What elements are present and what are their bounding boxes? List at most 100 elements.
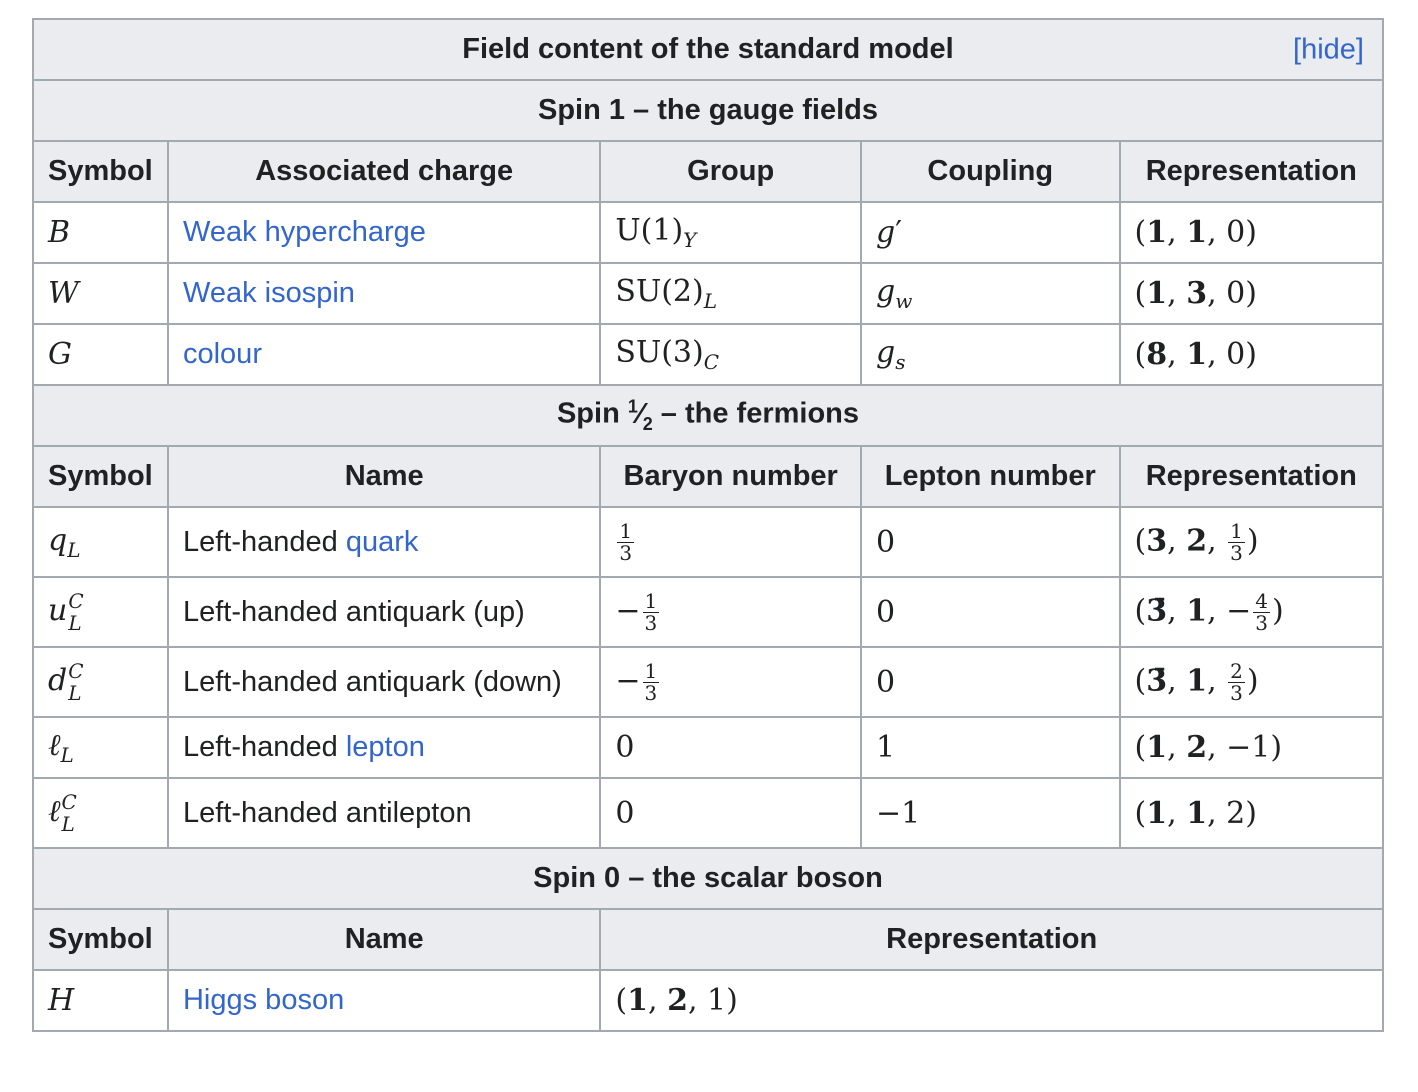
rep-su2: 1	[1186, 337, 1208, 372]
rep-hypercharge: 1	[707, 983, 727, 1018]
gauge-header-charge: Associated charge	[166, 140, 602, 203]
fermion-name: Left-handed antiquark (down)	[166, 646, 602, 718]
table-title: Field content of the standard model	[462, 33, 954, 65]
scalar-header-representation: Representation	[599, 908, 1384, 971]
symbol-subscript: L	[68, 611, 82, 635]
rep-su3: 1	[627, 983, 648, 1018]
fermion-name: Left-handed quark	[166, 506, 602, 578]
gauge-representation: (1, 1, 0)	[1118, 201, 1385, 264]
rep-su2: 1	[1186, 593, 1208, 628]
table-title-cell: Field content of the standard model [hid…	[32, 18, 1384, 81]
fermion-lepton: 0	[859, 506, 1121, 578]
weak-isospin-link[interactable]: Weak isospin	[182, 277, 355, 309]
gauge-header-symbol: Symbol	[32, 140, 169, 203]
sign: −	[615, 663, 641, 698]
rep-hypercharge: 2	[1226, 795, 1246, 831]
rep-su3: 1	[1146, 795, 1168, 831]
gauge-group: SU(3)C	[599, 323, 862, 386]
group-base: SU(2)	[615, 274, 704, 309]
frac-den: 3	[1255, 610, 1269, 635]
table-row: G colour SU(3)C gs (8, 1, 0)	[32, 323, 1385, 386]
rep-su2: 1	[1186, 663, 1208, 698]
section-gauge-title: Spin 1 – the gauge fields	[32, 79, 1384, 142]
fermion-baryon: −1 3	[599, 576, 862, 648]
gauge-group: U(1)Y	[599, 201, 862, 264]
frac-num: 1	[627, 396, 638, 417]
name-prefix: Left-handed	[182, 525, 346, 558]
gauge-charge: colour	[166, 323, 602, 386]
symbol-subscript: L	[68, 681, 82, 705]
group-subscript: Y	[683, 228, 697, 252]
fermion-header-symbol: Symbol	[32, 445, 169, 508]
frac-den: 3	[1230, 540, 1243, 565]
group-base: SU(3)	[615, 335, 704, 370]
symbol-subscript: L	[61, 812, 75, 836]
fermion-representation: (1, 1, 2)	[1118, 777, 1385, 849]
symbol-base: ℓ	[48, 794, 61, 829]
fermion-lepton: −1	[859, 777, 1121, 849]
coupling-subscript: w	[895, 289, 913, 313]
rep-su3: 1	[1146, 215, 1168, 250]
scalar-name: Higgs boson	[166, 969, 602, 1032]
coupling-base: g	[875, 215, 896, 250]
gauge-header-coupling: Coupling	[859, 140, 1121, 203]
fermion-representation: (3, 2, 1 3)	[1118, 506, 1385, 578]
fermion-header-row: Symbol Name Baryon number Lepton number …	[32, 445, 1385, 508]
symbol-superscript: C	[61, 790, 77, 814]
frac-num: 4	[1253, 588, 1271, 613]
rep-su3: 3̄	[1146, 593, 1168, 628]
rep-su3: 8	[1146, 337, 1168, 372]
frac-den: 3	[644, 610, 658, 635]
colour-link[interactable]: colour	[182, 338, 262, 370]
fermion-lepton: 0	[859, 646, 1121, 718]
rep-su2: 2	[1186, 730, 1208, 765]
scalar-symbol: H	[32, 969, 169, 1032]
gauge-representation: (8, 1, 0)	[1118, 323, 1385, 386]
sign: −	[615, 593, 641, 628]
lepton-link[interactable]: lepton	[345, 731, 425, 763]
rep-su2: 2	[1186, 523, 1208, 558]
rep-su2: 1	[1186, 795, 1208, 831]
section-fermions-title: Spin 1⁄2 – the fermions	[32, 384, 1384, 447]
fermion-lepton: 1	[859, 716, 1121, 779]
frac-num: 2	[1228, 658, 1245, 683]
quark-link[interactable]: quark	[345, 525, 419, 558]
rep-su3: 1	[1146, 730, 1168, 765]
fermion-baryon: −1 3	[599, 646, 862, 718]
symbol-superscript: C	[68, 589, 84, 613]
fermion-name: Left-handed antilepton	[166, 777, 602, 849]
name-prefix: Left-handed	[182, 731, 346, 763]
fermion-header-baryon: Baryon number	[599, 445, 862, 508]
symbol-base: q	[48, 522, 68, 558]
higgs-boson-link[interactable]: Higgs boson	[182, 984, 345, 1016]
symbol-base: ℓ	[48, 728, 61, 763]
symbol-superscript: C	[68, 659, 84, 683]
frac-den: 2	[642, 413, 653, 434]
fermion-representation: (3̄, 1, 2 3)	[1118, 646, 1385, 718]
group-base: U(1)	[615, 213, 684, 248]
hide-link[interactable]: [hide]	[1293, 33, 1364, 65]
spin-half-fraction: 1⁄2	[627, 396, 653, 434]
section-fermions-row: Spin 1⁄2 – the fermions	[32, 384, 1384, 447]
standard-model-table: Field content of the standard model [hid…	[32, 18, 1385, 1032]
frac-den: 3	[1230, 680, 1243, 705]
gauge-header-row: Symbol Associated charge Group Coupling …	[32, 140, 1385, 203]
fermion-lepton: 0	[859, 576, 1121, 648]
gauge-representation: (1, 3, 0)	[1118, 262, 1385, 325]
section-title-prefix: Spin	[556, 397, 628, 430]
coupling-base: g	[875, 335, 896, 370]
rep-su2: 1	[1186, 215, 1208, 250]
gauge-coupling: g′	[859, 201, 1121, 264]
weak-hypercharge-link[interactable]: Weak hypercharge	[182, 216, 426, 248]
rep-hypercharge: 0	[1226, 215, 1246, 250]
